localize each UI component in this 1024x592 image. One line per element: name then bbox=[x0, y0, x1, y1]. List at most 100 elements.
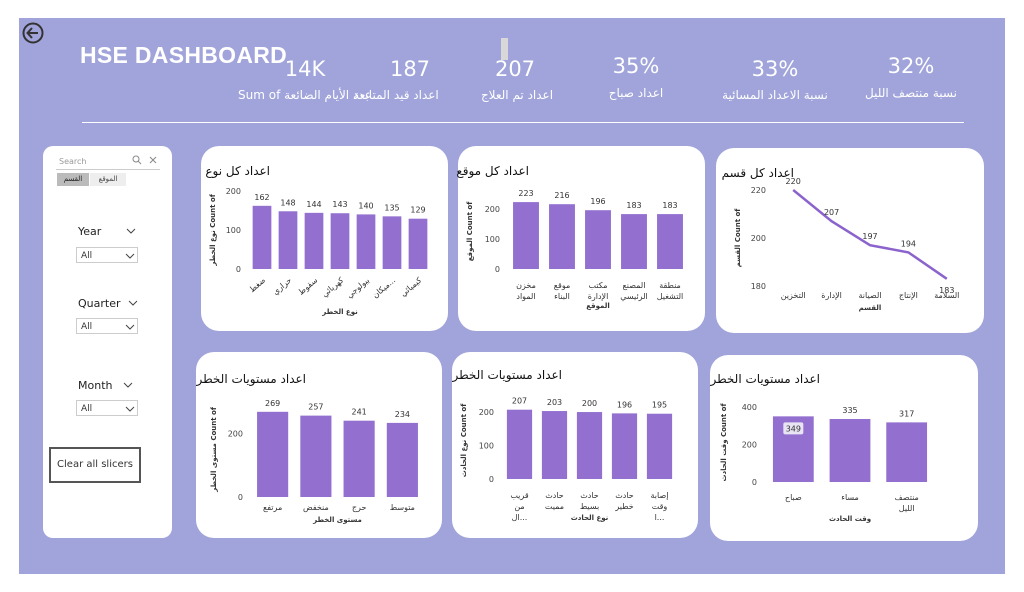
chart-card-type: اعداد كل نوع bbox=[201, 146, 448, 331]
tab-department[interactable]: القسم bbox=[57, 173, 89, 186]
slicer-search-input[interactable]: Search bbox=[56, 153, 160, 170]
bar bbox=[657, 214, 683, 269]
bar bbox=[646, 413, 673, 479]
chart-incident-time-bars: 0 200 400 وقت الحادث Count of وقت الحادث 349 ص… bbox=[720, 403, 928, 523]
x-tick-label: السلامة bbox=[934, 291, 959, 300]
data-label: 194 bbox=[901, 239, 916, 248]
x-tick-label: التشغيل bbox=[657, 292, 684, 301]
x-tick-label: الصيانة bbox=[859, 291, 882, 300]
year-dropdown[interactable]: All bbox=[76, 247, 138, 263]
data-label: 269 bbox=[265, 399, 280, 408]
y-tick-label: 400 bbox=[742, 403, 757, 412]
x-tick-label: مرتفع bbox=[263, 503, 282, 512]
y-tick-label: 200 bbox=[485, 205, 500, 214]
data-label: 207 bbox=[824, 208, 839, 217]
clear-all-slicers-button[interactable]: Clear all slicers bbox=[49, 447, 141, 483]
chart-title: اعداد كل قسم bbox=[721, 166, 794, 180]
x-tick-label: حادث bbox=[580, 491, 599, 500]
chevron-down-icon bbox=[125, 253, 135, 259]
y-tick-label: 180 bbox=[751, 282, 766, 291]
data-label: 183 bbox=[662, 201, 677, 210]
bar bbox=[886, 422, 928, 482]
x-tick-label: ا... bbox=[655, 513, 665, 522]
x-tick-label: المصنع bbox=[623, 281, 646, 290]
series-line bbox=[792, 189, 948, 280]
x-axis-label: نوع الخطر bbox=[321, 308, 358, 316]
y-axis-label: وقت الحادث Count of bbox=[720, 403, 728, 482]
x-tick-label: مخزن bbox=[516, 281, 536, 290]
bar bbox=[300, 415, 332, 497]
x-tick-label: منخفض bbox=[303, 503, 329, 512]
x-tick-label: حرج bbox=[352, 503, 367, 512]
bar bbox=[621, 214, 647, 269]
tab-location[interactable]: الموقع bbox=[90, 173, 126, 186]
bar bbox=[829, 418, 871, 482]
y-tick-label: 100 bbox=[479, 442, 494, 451]
x-tick-label: الرئيسي bbox=[620, 292, 648, 301]
back-arrow-icon[interactable] bbox=[22, 22, 44, 44]
kpi-lost-days-label: Sum of عدد الأيام الضائعة bbox=[238, 88, 372, 102]
kpi-midnight-value: 32% bbox=[887, 54, 935, 78]
x-axis-label: وقت الحادث bbox=[829, 515, 871, 523]
x-tick-label: منتصف bbox=[894, 493, 918, 502]
kpi-morning-label: اعداد صباح bbox=[608, 86, 664, 100]
x-axis-label: نوع الحادث bbox=[571, 514, 609, 522]
y-axis-label: القسم Count of bbox=[734, 208, 742, 268]
x-tick-label: حراري bbox=[271, 276, 293, 297]
chart-title: اعداد مستويات الخطر bbox=[452, 368, 562, 382]
chart-risk-level-bars: 0 200 مستوى الخطر Count of مستوى الخطر 269 مر… bbox=[210, 399, 418, 524]
search-placeholder: Search bbox=[59, 157, 87, 166]
x-tick-label: ضغط bbox=[248, 276, 268, 295]
data-label: 223 bbox=[518, 189, 533, 198]
kpi-evening-label: نسبة الاعداد المسائية bbox=[722, 88, 828, 102]
chevron-down-icon bbox=[125, 406, 135, 412]
data-label: 203 bbox=[547, 398, 562, 407]
x-tick-label: ال... bbox=[512, 513, 528, 522]
bar bbox=[304, 212, 324, 269]
y-tick-label: 100 bbox=[485, 235, 500, 244]
quarter-dropdown[interactable]: All bbox=[76, 318, 138, 334]
quarter-dropdown-value: All bbox=[81, 322, 93, 332]
x-tick-label: وقت bbox=[652, 502, 668, 511]
data-label: 335 bbox=[842, 406, 857, 415]
kpi-lost-days-value: 14K bbox=[284, 57, 326, 81]
x-tick-label: الإدارة bbox=[588, 292, 609, 302]
year-label: Year bbox=[78, 225, 102, 238]
x-tick-label: كهربائي bbox=[320, 276, 345, 299]
data-label: 241 bbox=[351, 408, 366, 417]
x-tick-label: ميكان... bbox=[371, 276, 398, 300]
clear-search-icon[interactable] bbox=[148, 155, 158, 165]
data-label: 195 bbox=[652, 401, 667, 410]
x-tick-label: إصابة bbox=[651, 491, 669, 501]
chevron-down-icon[interactable] bbox=[126, 228, 136, 234]
x-tick-label: بيولوجي bbox=[345, 276, 371, 300]
data-label: 207 bbox=[512, 397, 527, 406]
scrollbar[interactable] bbox=[501, 38, 508, 60]
month-dropdown[interactable]: All bbox=[76, 400, 138, 416]
y-tick-label: 0 bbox=[495, 265, 500, 274]
data-label: 196 bbox=[590, 197, 605, 206]
data-label: 144 bbox=[306, 200, 321, 209]
y-axis-label: نوع الحادث Count of bbox=[460, 403, 468, 478]
data-label: 216 bbox=[554, 191, 569, 200]
kpi-followup-value: 187 bbox=[389, 57, 431, 81]
x-tick-label: البناء bbox=[554, 292, 570, 301]
x-tick-label: حادث bbox=[545, 491, 564, 500]
search-icon[interactable] bbox=[132, 155, 142, 165]
y-axis-label: نوع الخطر Count of bbox=[209, 193, 217, 266]
chevron-down-icon[interactable] bbox=[128, 300, 138, 306]
kpi-midnight-label: نسبة منتصف الليل bbox=[865, 86, 957, 100]
y-tick-label: 100 bbox=[226, 226, 241, 235]
data-label: 220 bbox=[786, 177, 801, 186]
x-tick-label: صباح bbox=[785, 493, 802, 502]
x-tick-label: قريب bbox=[510, 491, 528, 500]
data-label: 148 bbox=[280, 198, 295, 207]
y-tick-label: 200 bbox=[228, 430, 243, 439]
bar bbox=[356, 214, 376, 269]
x-tick-label: سقوط bbox=[296, 275, 319, 296]
chevron-down-icon[interactable] bbox=[123, 382, 133, 388]
x-tick-label: كيميائي bbox=[399, 276, 424, 299]
x-tick-label: موقع bbox=[554, 281, 571, 290]
kpi-followup-label: اعداد قيد المتابعة bbox=[353, 88, 439, 102]
chart-title: اعداد مستويات الخطر bbox=[196, 372, 306, 386]
